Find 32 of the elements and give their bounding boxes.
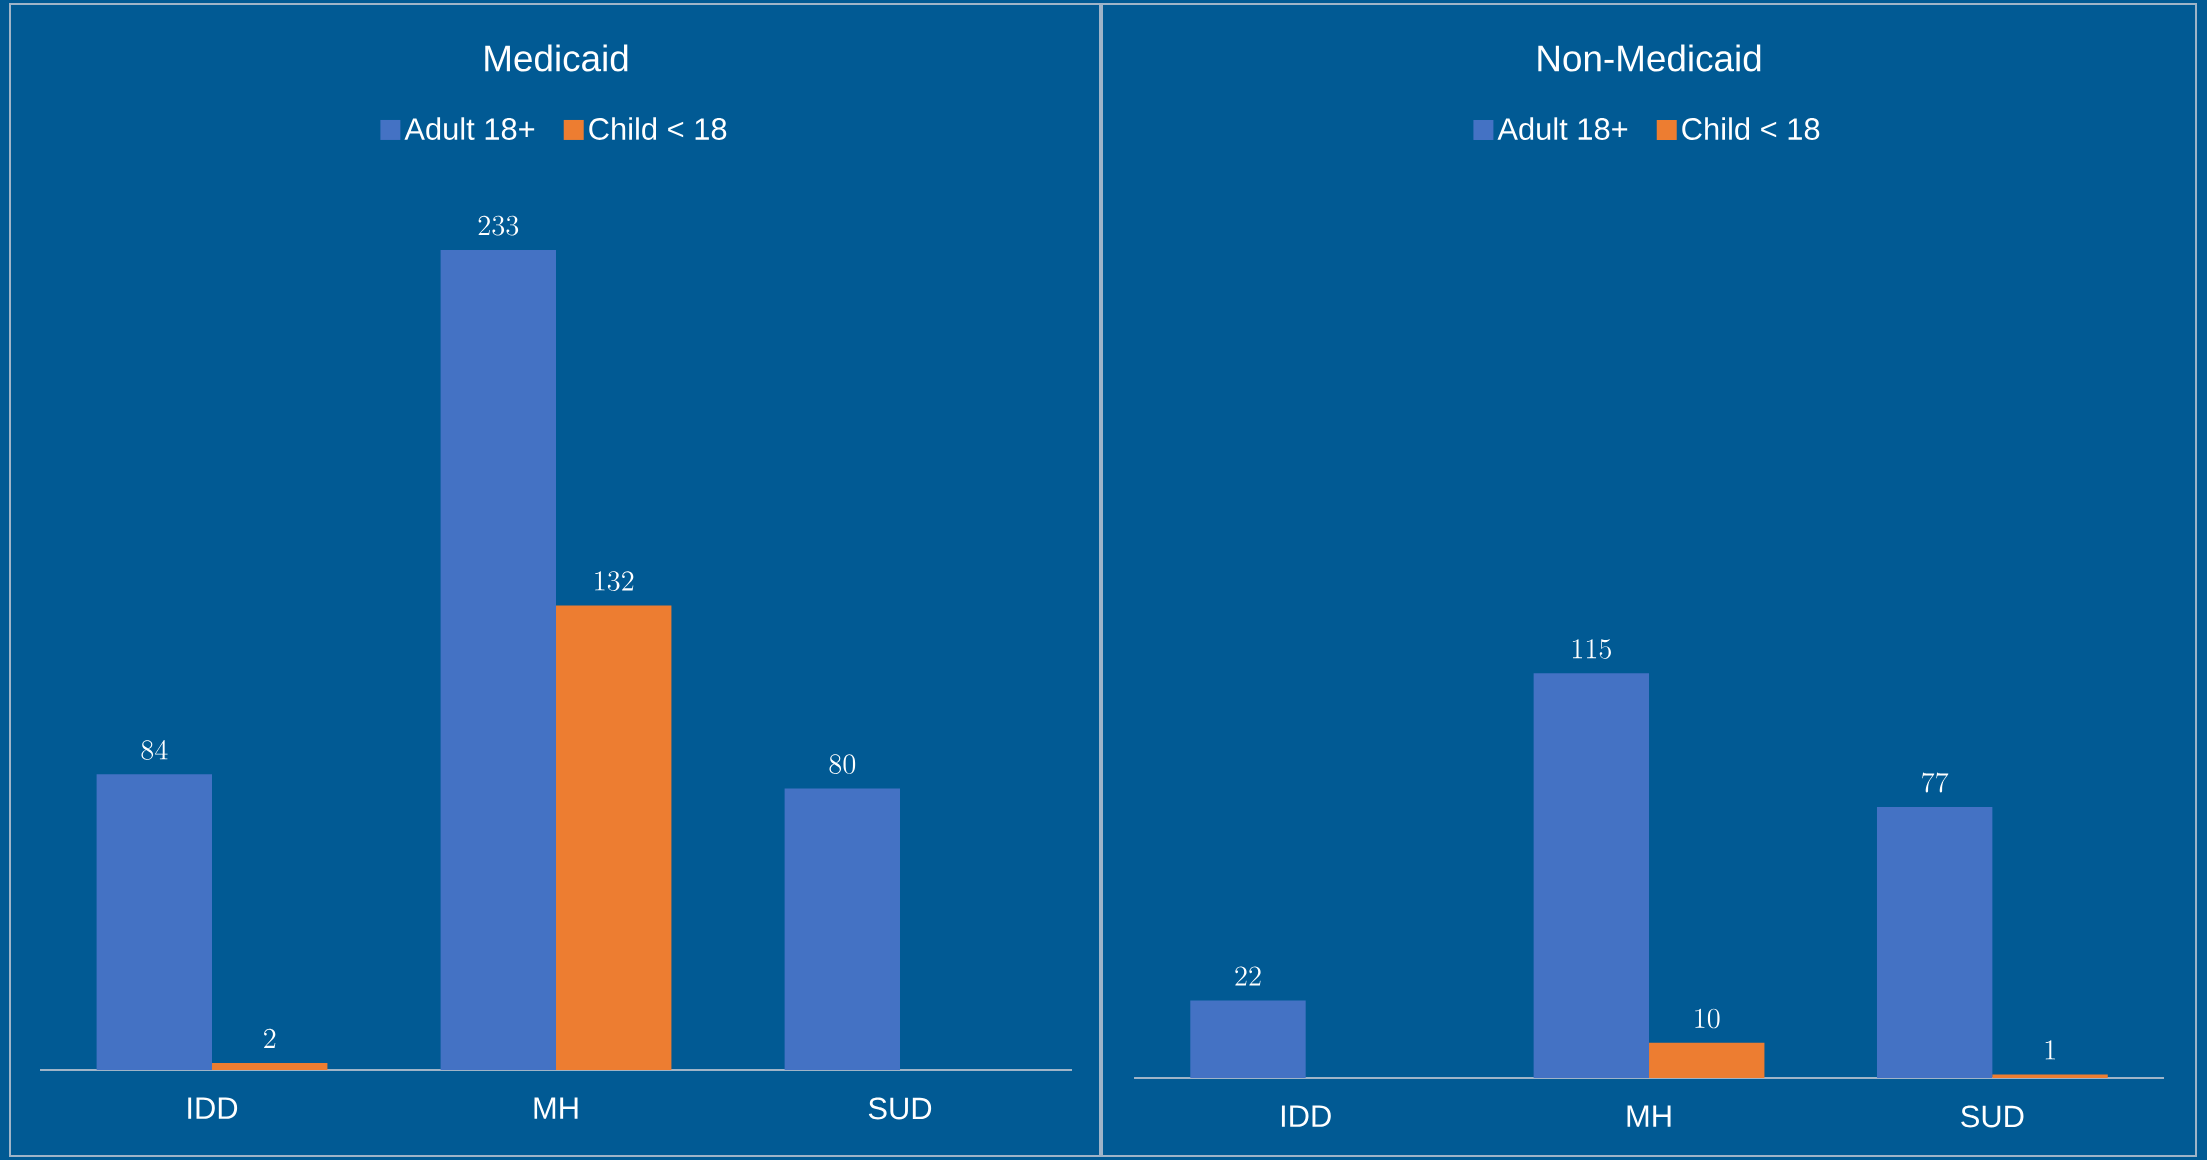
bar [96,774,213,1070]
data-label: 233 [478,215,519,236]
data-label: 1 [2045,1040,2055,1060]
legend-label: Child < 18 [1682,117,1820,140]
bar [1876,807,1993,1078]
data-label: 84 [141,739,168,760]
data-label: 10 [1695,1008,1720,1029]
bar [1992,1074,2108,1078]
bar [556,605,672,1070]
legend-label: Adult 18+ [404,117,535,140]
bar [784,788,901,1070]
x-tick-label: MH [534,1097,578,1119]
data-label: 132 [595,571,634,591]
data-label: 77 [1922,772,1949,793]
bar [1190,1000,1306,1078]
chart-title: Non-Medicaid [1538,44,1761,72]
data-label: 80 [829,754,856,774]
bar [212,1062,328,1070]
legend-label: Child < 18 [589,117,727,140]
bar [1533,673,1650,1078]
x-tick-label: SUD [1961,1105,2024,1128]
bar [1649,1042,1765,1078]
chart-title: Medicaid [485,44,628,72]
x-tick-label: IDD [1281,1105,1331,1127]
x-tick-label: SUD [868,1097,932,1120]
x-tick-label: MH [1627,1105,1671,1127]
data-label: 115 [1572,639,1611,659]
data-label: 22 [1235,966,1261,986]
bar [440,249,557,1070]
legend-label: Adult 18+ [1497,117,1628,140]
x-tick-label: IDD [188,1097,238,1119]
data-label: 2 [264,1028,276,1048]
